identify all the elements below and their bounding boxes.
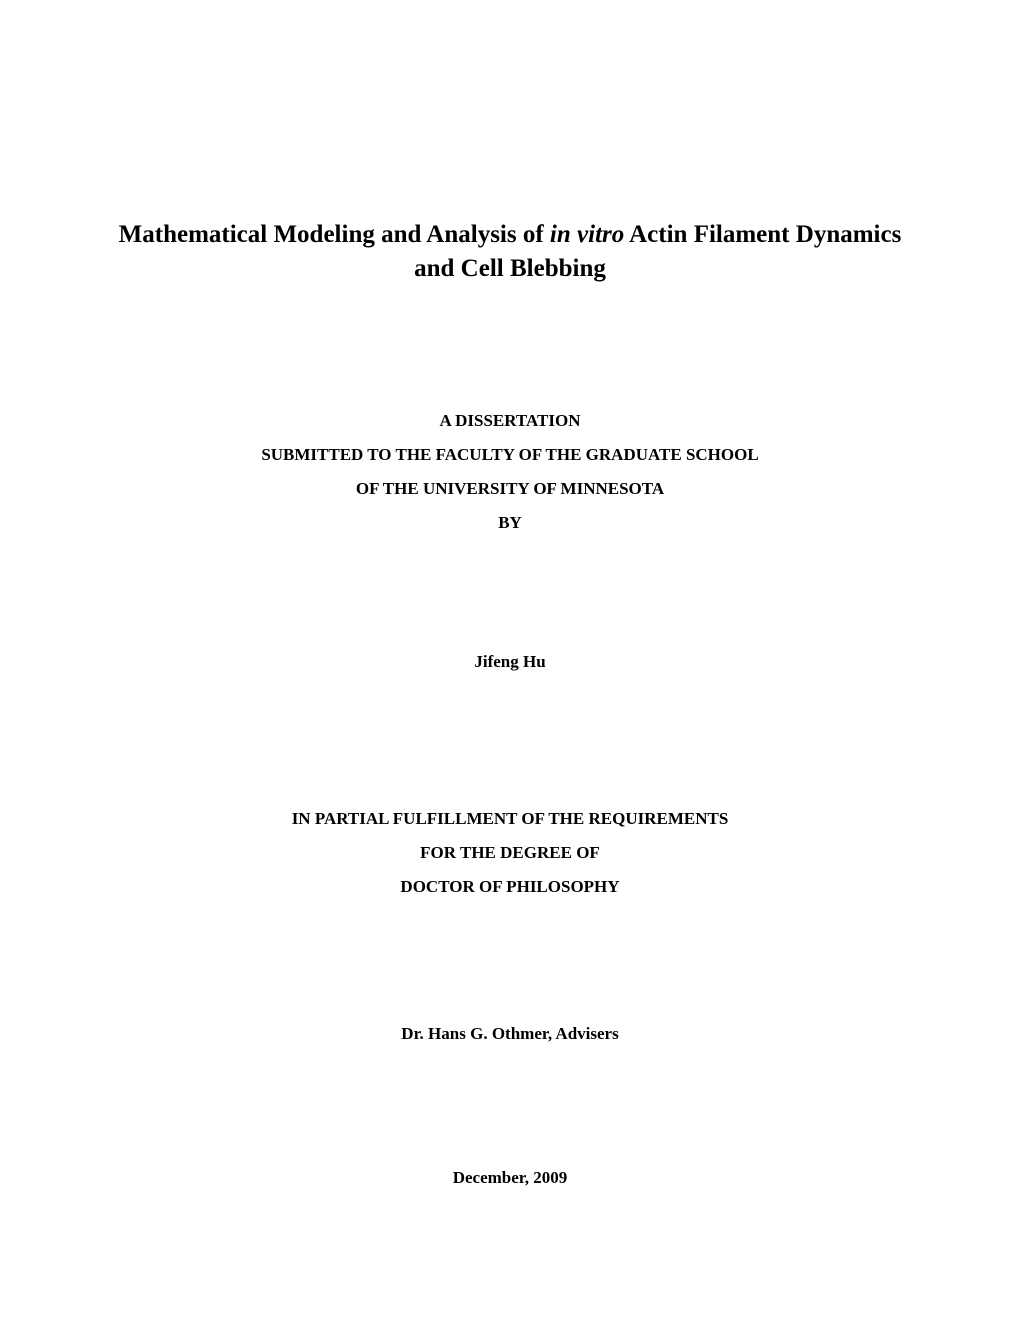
fulfillment-block: IN PARTIAL FULFILLMENT OF THE REQUIREMEN… bbox=[0, 802, 1020, 904]
title-italic: in vitro bbox=[550, 221, 624, 248]
fulfillment-line2: FOR THE DEGREE OF bbox=[0, 836, 1020, 870]
author-name: Jifeng Hu bbox=[0, 652, 1020, 672]
dissertation-line4: BY bbox=[0, 506, 1020, 540]
dissertation-block: A DISSERTATION SUBMITTED TO THE FACULTY … bbox=[0, 404, 1020, 540]
dissertation-line1: A DISSERTATION bbox=[0, 404, 1020, 438]
title-part1: Mathematical Modeling and Analysis of bbox=[119, 221, 550, 248]
dissertation-title: Mathematical Modeling and Analysis of in… bbox=[0, 218, 1020, 286]
date-text: December, 2009 bbox=[0, 1168, 1020, 1188]
dissertation-line2: SUBMITTED TO THE FACULTY OF THE GRADUATE… bbox=[0, 438, 1020, 472]
fulfillment-line3: DOCTOR OF PHILOSOPHY bbox=[0, 870, 1020, 904]
adviser-name: Dr. Hans G. Othmer, Advisers bbox=[0, 1024, 1020, 1044]
fulfillment-line1: IN PARTIAL FULFILLMENT OF THE REQUIREMEN… bbox=[0, 802, 1020, 836]
dissertation-line3: OF THE UNIVERSITY OF MINNESOTA bbox=[0, 472, 1020, 506]
